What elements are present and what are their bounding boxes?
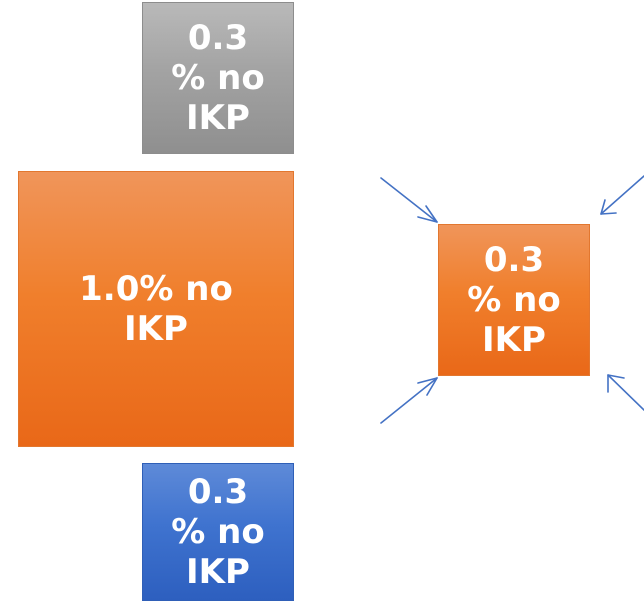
- gray-box: 0.3 % no IKP: [142, 2, 294, 154]
- blue-box: 0.3 % no IKP: [142, 463, 294, 601]
- arrow-bottom-left: [380, 377, 438, 424]
- large-orange-box-label: 1.0% no IKP: [79, 269, 233, 349]
- large-orange-box: 1.0% no IKP: [18, 171, 294, 447]
- gray-box-label: 0.3 % no IKP: [171, 18, 265, 138]
- arrow-top-right: [600, 175, 644, 215]
- blue-box-label: 0.3 % no IKP: [171, 472, 265, 592]
- small-orange-box: 0.3 % no IKP: [438, 224, 590, 376]
- arrow-bottom-right: [607, 374, 644, 411]
- small-orange-box-label: 0.3 % no IKP: [467, 240, 561, 360]
- arrow-top-left: [380, 177, 438, 223]
